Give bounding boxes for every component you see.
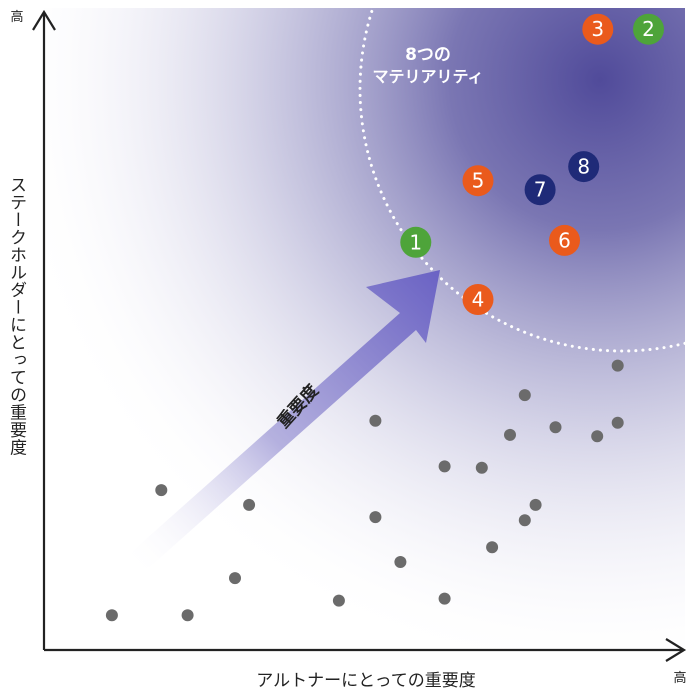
issue-point [229,572,241,585]
region-label-line1: 8つの [405,45,451,65]
issue-point [369,414,382,427]
materiality-number: 1 [409,230,422,254]
materiality-point [462,284,494,315]
issue-point [369,511,382,524]
axes [32,9,687,662]
issue-point [591,430,604,443]
region-label-line2: マテリアリティ [372,67,483,86]
issue-point [181,609,194,622]
materiality-marker-2: 2 [633,13,664,45]
materiality-number: 4 [472,288,485,312]
issue-point [105,609,118,622]
materiality-point [549,224,580,256]
materiality-point [462,165,494,197]
issue-point [518,389,531,402]
issue-point [475,461,488,474]
materiality-point [568,151,600,183]
issue-point [611,416,624,429]
materiality-boundary [358,8,685,353]
materiality-marker-8: 8 [568,151,600,183]
issue-point [155,484,168,497]
materiality-number: 7 [534,178,547,202]
issue-point [549,421,562,434]
y-axis-arrowhead [32,9,56,31]
materiality-marker-5: 5 [462,165,494,197]
importance-arrow [127,270,440,573]
materiality-marker-3: 3 [582,13,614,45]
issue-point [243,498,256,511]
issue-point [611,359,624,372]
y-high-label: 高 [10,9,23,25]
y-axis-label: ステークホルダーにとっての重要度 [6,176,27,456]
materiality-marker-7: 7 [524,174,556,206]
issue-point [394,556,407,568]
materiality-number: 5 [472,169,485,193]
issue-point [438,592,451,605]
materiality-number: 8 [577,155,590,179]
materiality-point [524,174,556,206]
x-axis-arrowhead [665,638,687,662]
x-axis-label: アルトナーにとっての重要度 [256,671,475,691]
issue-point [529,498,542,511]
issue-point [486,541,499,554]
materiality-number: 6 [558,228,571,252]
x-high-label: 高 [673,670,686,686]
issue-point [332,594,345,607]
materiality-marker-4: 4 [462,284,494,315]
issue-point [518,514,531,527]
materiality-point [582,13,614,45]
issue-point [438,460,451,473]
materiality-marker-6: 6 [549,224,580,256]
issue-point [504,428,516,441]
materiality-point [633,13,664,45]
materiality-series: 1 2 3 4 5 6 7 8 [400,13,664,315]
materiality-point [400,226,432,258]
materiality-number: 2 [642,17,655,41]
other-issues-series [105,359,624,622]
materiality-marker-1: 1 [400,226,432,258]
materiality-number: 3 [591,17,604,41]
